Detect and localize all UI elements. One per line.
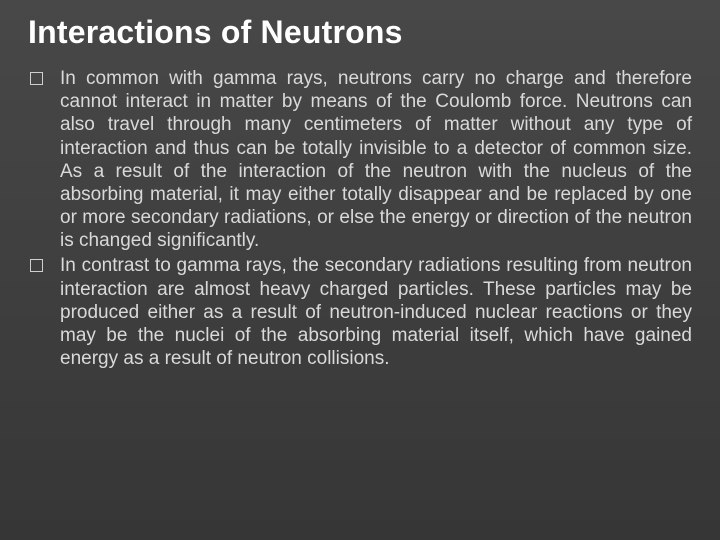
slide: Interactions of Neutrons In common with … xyxy=(0,0,720,540)
slide-title: Interactions of Neutrons xyxy=(28,14,692,51)
bullet-list: In common with gamma rays, neutrons carr… xyxy=(28,67,692,370)
bullet-item: In contrast to gamma rays, the secondary… xyxy=(28,254,692,370)
bullet-item: In common with gamma rays, neutrons carr… xyxy=(28,67,692,252)
